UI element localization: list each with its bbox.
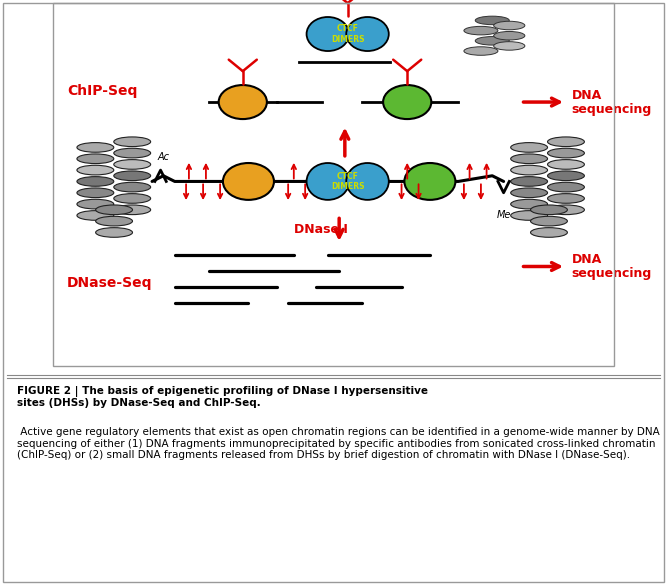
Ellipse shape xyxy=(548,171,584,181)
Ellipse shape xyxy=(95,216,133,226)
Ellipse shape xyxy=(548,205,584,215)
Ellipse shape xyxy=(404,163,456,200)
Ellipse shape xyxy=(476,37,510,45)
Ellipse shape xyxy=(494,32,525,40)
Ellipse shape xyxy=(307,17,349,51)
Ellipse shape xyxy=(114,137,151,147)
Text: Active gene regulatory elements that exist as open chromatin regions can be iden: Active gene regulatory elements that exi… xyxy=(17,427,660,460)
Text: Me: Me xyxy=(496,210,511,220)
Text: Ac: Ac xyxy=(157,152,169,161)
Ellipse shape xyxy=(530,228,568,238)
Ellipse shape xyxy=(114,171,151,181)
Ellipse shape xyxy=(346,17,389,51)
Ellipse shape xyxy=(77,154,114,164)
Ellipse shape xyxy=(77,143,114,152)
Ellipse shape xyxy=(511,143,548,152)
Text: DNA
sequencing: DNA sequencing xyxy=(572,88,652,116)
Ellipse shape xyxy=(548,160,584,169)
Text: ChIP-Seq: ChIP-Seq xyxy=(67,84,137,98)
Ellipse shape xyxy=(77,177,114,186)
Ellipse shape xyxy=(95,205,133,215)
Ellipse shape xyxy=(114,194,151,203)
Ellipse shape xyxy=(494,21,525,30)
Ellipse shape xyxy=(548,137,584,147)
Ellipse shape xyxy=(476,16,510,25)
Ellipse shape xyxy=(464,47,498,56)
Ellipse shape xyxy=(77,199,114,209)
Ellipse shape xyxy=(511,211,548,221)
Text: DNase I: DNase I xyxy=(293,223,348,236)
Ellipse shape xyxy=(346,163,389,200)
Ellipse shape xyxy=(464,26,498,35)
Text: CTCF
DIMERS: CTCF DIMERS xyxy=(331,25,364,44)
Ellipse shape xyxy=(77,211,114,221)
Ellipse shape xyxy=(494,42,525,50)
Ellipse shape xyxy=(77,188,114,198)
Ellipse shape xyxy=(77,166,114,175)
Ellipse shape xyxy=(307,163,349,200)
Ellipse shape xyxy=(114,148,151,158)
Ellipse shape xyxy=(548,183,584,192)
Ellipse shape xyxy=(223,163,274,200)
Ellipse shape xyxy=(95,228,133,238)
Ellipse shape xyxy=(383,85,432,119)
Ellipse shape xyxy=(114,160,151,169)
Text: DNase-Seq: DNase-Seq xyxy=(67,277,153,291)
Ellipse shape xyxy=(548,148,584,158)
Ellipse shape xyxy=(548,194,584,203)
Ellipse shape xyxy=(114,183,151,192)
Ellipse shape xyxy=(511,188,548,198)
Ellipse shape xyxy=(511,166,548,175)
Ellipse shape xyxy=(114,205,151,215)
Ellipse shape xyxy=(530,205,568,215)
Ellipse shape xyxy=(511,154,548,164)
Text: CTCF
DIMERS: CTCF DIMERS xyxy=(331,172,364,191)
Ellipse shape xyxy=(530,216,568,226)
Ellipse shape xyxy=(511,177,548,186)
Text: FIGURE 2 | The basis of epigenetic profiling of DNase I hypersensitive
sites (DH: FIGURE 2 | The basis of epigenetic profi… xyxy=(17,386,428,408)
Text: DNA
sequencing: DNA sequencing xyxy=(572,253,652,280)
Ellipse shape xyxy=(511,199,548,209)
Ellipse shape xyxy=(219,85,267,119)
